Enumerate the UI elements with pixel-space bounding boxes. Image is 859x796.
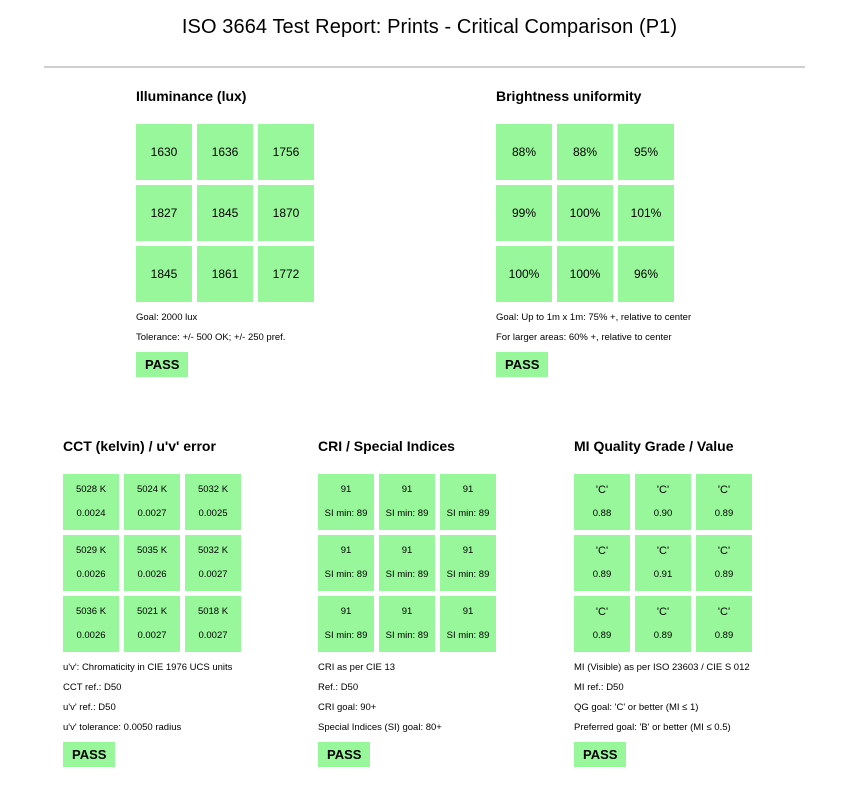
uniformity-cell: 95%	[618, 124, 674, 180]
uniformity-cell: 88%	[496, 124, 552, 180]
cri-cell: 91 SI min: 89	[440, 596, 496, 652]
cri-cell: 91 SI min: 89	[318, 474, 374, 530]
illuminance-title: Illuminance (lux)	[136, 88, 247, 104]
cct-cell: 5018 K 0.0027	[185, 596, 241, 652]
uniformity-pass-badge: PASS	[496, 352, 549, 377]
cri-cell: 91 SI min: 89	[318, 596, 374, 652]
cri-note: CRI as per CIE 13	[318, 662, 396, 673]
uniformity-note: For larger areas: 60% +, relative to cen…	[496, 332, 672, 343]
cct-grid: 5028 K 0.0024 5024 K 0.0027 5032 K 0.0025 5…	[63, 474, 241, 652]
uniformity-cell: 101%	[618, 185, 674, 241]
illuminance-cell: 1772	[258, 246, 314, 302]
uniformity-grid: 88% 88% 95% 99% 100% 101% 100% 100% 96%	[496, 124, 691, 302]
uniformity-note: Goal: Up to 1m x 1m: 75% +, relative to …	[496, 312, 692, 323]
mi-grid: 'C' 0.88 'C' 0.90 'C' 0.89 'C' 0.89 'C' 0.91 …	[574, 474, 752, 652]
mi-section: MI Quality Grade / Value 'C' 0.88 'C' 0.90…	[574, 436, 752, 767]
mi-cell: 'C' 0.91	[635, 535, 691, 591]
illuminance-cell: 1845	[197, 185, 253, 241]
cct-cell: 5028 K 0.0024	[63, 474, 119, 530]
cct-cell: 5035 K 0.0026	[124, 535, 180, 591]
mi-note: MI (Visible) as per ISO 23603 / CIE S 01…	[574, 662, 750, 673]
cct-cell: 5032 K 0.0027	[185, 535, 241, 591]
mi-cell: 'C' 0.89	[696, 535, 752, 591]
cct-note: u'v': Chromaticity in CIE 1976 UCS units	[63, 662, 233, 673]
mi-pass-badge: PASS	[574, 742, 627, 767]
cct-note: u'v' ref.: D50	[63, 702, 116, 713]
mi-note: QG goal: 'C' or better (MI ≤ 1)	[574, 702, 699, 713]
cct-note: u'v' tolerance: 0.0050 radius	[63, 722, 182, 733]
cct-cell: 5029 K 0.0026	[63, 535, 119, 591]
mi-title: MI Quality Grade / Value	[574, 438, 734, 454]
uniformity-section: Brightness uniformity 88% 88% 95% 99% 10…	[496, 86, 691, 377]
cct-cell: 5036 K 0.0026	[63, 596, 119, 652]
mi-cell: 'C' 0.90	[635, 474, 691, 530]
cct-cell: 5024 K 0.0027	[124, 474, 180, 530]
uniformity-cell: 100%	[557, 246, 613, 302]
cct-section: CCT (kelvin) / u'v' error 5028 K 0.0024 5…	[63, 436, 241, 767]
cri-note: CRI goal: 90+	[318, 702, 377, 713]
uniformity-cell: 100%	[496, 246, 552, 302]
uniformity-cell: 99%	[496, 185, 552, 241]
uniformity-cell: 88%	[557, 124, 613, 180]
illuminance-note: Goal: 2000 lux	[136, 312, 198, 323]
cct-note: CCT ref.: D50	[63, 682, 122, 693]
cri-cell: 91 SI min: 89	[440, 474, 496, 530]
cri-cell: 91 SI min: 89	[379, 535, 435, 591]
illuminance-pass-badge: PASS	[136, 352, 189, 377]
cct-cell: 5021 K 0.0027	[124, 596, 180, 652]
illuminance-cell: 1845	[136, 246, 192, 302]
cri-section: CRI / Special Indices 91 SI min: 89 91 SI …	[318, 436, 496, 767]
mi-cell: 'C' 0.89	[696, 596, 752, 652]
cri-note: Ref.: D50	[318, 682, 359, 693]
mi-cell: 'C' 0.88	[574, 474, 630, 530]
illuminance-cell: 1636	[197, 124, 253, 180]
title-divider	[44, 66, 805, 68]
illuminance-grid: 1630 1636 1756 1827 1845 1870 1845 1861 …	[136, 124, 314, 302]
illuminance-note: Tolerance: +/- 500 OK; +/- 250 pref.	[136, 332, 286, 343]
uniformity-cell: 96%	[618, 246, 674, 302]
mi-note: Preferred goal: 'B' or better (MI ≤ 0.5)	[574, 722, 731, 733]
cri-pass-badge: PASS	[318, 742, 371, 767]
illuminance-section: Illuminance (lux) 1630 1636 1756 1827 18…	[136, 86, 314, 377]
report-title: ISO 3664 Test Report: Prints - Critical …	[181, 16, 678, 38]
cct-title: CCT (kelvin) / u'v' error	[63, 438, 216, 454]
cri-cell: 91 SI min: 89	[440, 535, 496, 591]
cri-cell: 91 SI min: 89	[318, 535, 374, 591]
mi-cell: 'C' 0.89	[635, 596, 691, 652]
illuminance-cell: 1861	[197, 246, 253, 302]
uniformity-title: Brightness uniformity	[496, 88, 642, 104]
cri-note: Special Indices (SI) goal: 80+	[318, 722, 442, 733]
mi-cell: 'C' 0.89	[574, 535, 630, 591]
mi-cell: 'C' 0.89	[696, 474, 752, 530]
cri-title: CRI / Special Indices	[318, 438, 455, 454]
cct-pass-badge: PASS	[63, 742, 116, 767]
cct-cell: 5032 K 0.0025	[185, 474, 241, 530]
mi-cell: 'C' 0.89	[574, 596, 630, 652]
illuminance-cell: 1630	[136, 124, 192, 180]
illuminance-cell: 1870	[258, 185, 314, 241]
uniformity-cell: 100%	[557, 185, 613, 241]
mi-note: MI ref.: D50	[574, 682, 624, 693]
illuminance-cell: 1827	[136, 185, 192, 241]
cri-cell: 91 SI min: 89	[379, 474, 435, 530]
cri-cell: 91 SI min: 89	[379, 596, 435, 652]
cri-grid: 91 SI min: 89 91 SI min: 89 91 SI min: 89 9…	[318, 474, 496, 652]
illuminance-cell: 1756	[258, 124, 314, 180]
